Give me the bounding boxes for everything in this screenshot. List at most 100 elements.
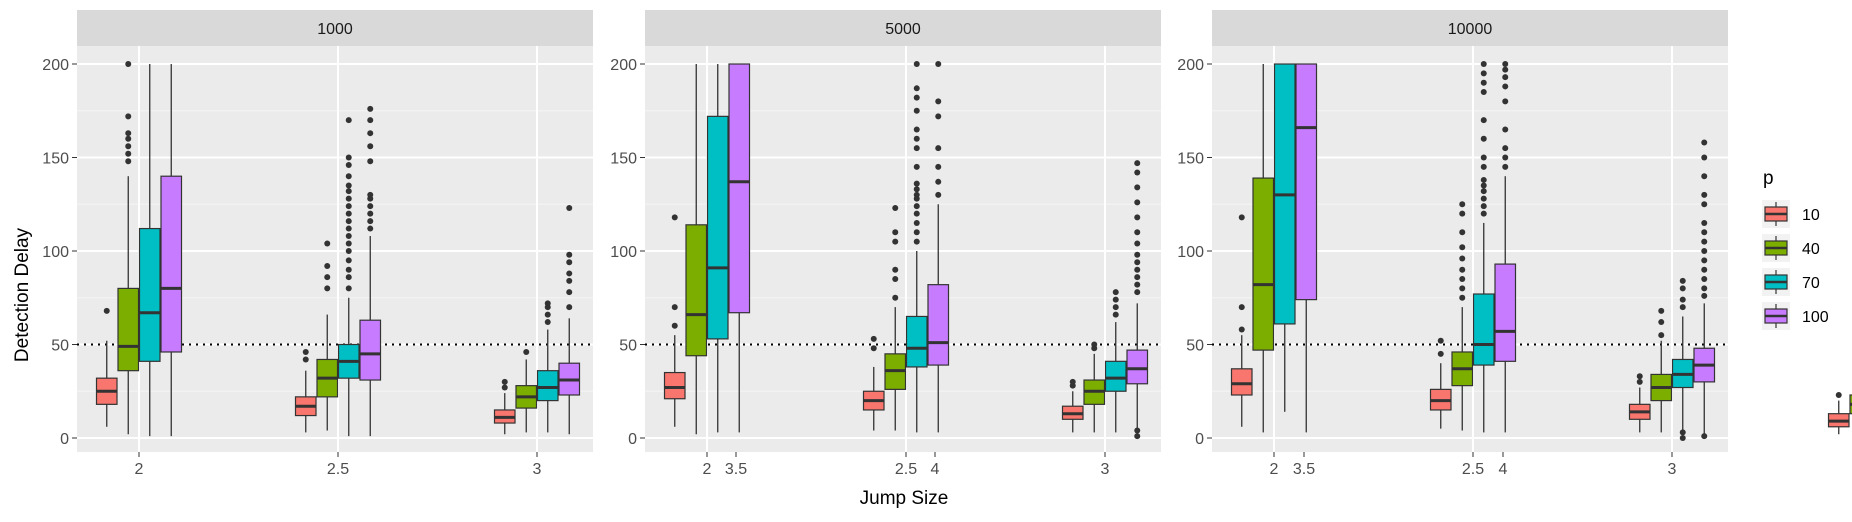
outlier-point [1480, 61, 1487, 67]
facet-strip [645, 10, 1161, 46]
box-body [905, 315, 928, 368]
outlier-point [913, 210, 920, 217]
outlier-point [345, 225, 352, 232]
outlier-point [935, 145, 942, 152]
outlier-point [1701, 201, 1708, 208]
outlier-point [367, 203, 374, 210]
outlier-point [1701, 238, 1708, 245]
outlier-point [913, 94, 920, 101]
outlier-point [1502, 163, 1509, 170]
outlier-point [870, 335, 877, 342]
box [884, 204, 907, 431]
outlier-point [1112, 296, 1119, 303]
outlier-point [345, 248, 352, 254]
x-tick-label: 4 [931, 461, 940, 478]
box [1693, 139, 1716, 440]
y-tick-label: 150 [610, 151, 637, 168]
outlier-point [1480, 176, 1487, 183]
outlier-point [345, 210, 352, 217]
outlier-point [1502, 145, 1509, 152]
outlier-point [892, 266, 899, 273]
facet-title: 1000 [317, 21, 353, 38]
y-tick-label: 0 [60, 431, 69, 448]
outlier-point [1112, 289, 1119, 296]
box [1083, 341, 1106, 433]
outlier-point [1502, 61, 1509, 67]
box [1494, 61, 1517, 433]
facet-strip [77, 10, 593, 46]
outlier-point [1459, 285, 1466, 292]
box [905, 61, 928, 433]
box [862, 335, 885, 431]
y-tick-label: 100 [42, 244, 69, 261]
outlier-point [1679, 435, 1686, 441]
outlier-point [1480, 154, 1487, 161]
facet-strip [1212, 10, 1728, 46]
outlier-point [1480, 188, 1487, 195]
outlier-point [1134, 289, 1141, 296]
outlier-point [125, 113, 132, 120]
outlier-point [1134, 214, 1141, 221]
outlier-point [1658, 332, 1665, 339]
outlier-point [935, 163, 942, 170]
outlier-point [1459, 266, 1466, 273]
outlier-point [501, 384, 508, 391]
box-body [1494, 263, 1517, 362]
box [1126, 160, 1149, 440]
outlier-point [1134, 427, 1141, 434]
x-tick-label: 2.5 [895, 461, 917, 478]
outlier-point [302, 356, 309, 363]
outlier-point [1069, 378, 1076, 385]
y-tick-label: 0 [628, 431, 637, 448]
outlier-point [367, 130, 374, 137]
outlier-point [345, 188, 352, 195]
facet-panel: 5000 0 50 100 150 200 2 2.5 3 3.5 4 [610, 10, 1547, 478]
legend-entry: 40 [1762, 234, 1820, 262]
box [1230, 214, 1253, 427]
outlier-point [1679, 296, 1686, 303]
outlier-point [1134, 169, 1141, 176]
outlier-point [913, 61, 920, 67]
box [493, 378, 516, 435]
outlier-point [1134, 184, 1141, 191]
box-body [1295, 63, 1318, 301]
outlier-point [935, 61, 942, 67]
outlier-point [935, 191, 942, 198]
outlier-point [1701, 173, 1708, 180]
box [663, 214, 686, 427]
box-body [1252, 177, 1275, 351]
legend-entry: 10 [1762, 200, 1820, 228]
outlier-point [367, 218, 374, 225]
outlier-point [544, 311, 551, 318]
facet-title: 5000 [885, 21, 921, 38]
outlier-point [345, 257, 352, 264]
outlier-point [367, 105, 374, 112]
outlier-point [913, 229, 920, 236]
box [685, 64, 708, 435]
outlier-point [1437, 337, 1444, 344]
box-body [1104, 360, 1127, 392]
outlier-point [1502, 83, 1509, 90]
outlier-point [1658, 319, 1665, 326]
box-body [706, 115, 729, 340]
outlier-point [1480, 163, 1487, 170]
outlier-point [566, 204, 573, 211]
legend-label: 40 [1802, 241, 1820, 258]
outlier-point [345, 154, 352, 161]
outlier-point [1701, 433, 1708, 440]
outlier-point [1679, 285, 1686, 292]
box [1104, 289, 1127, 433]
outlier-point [870, 345, 877, 352]
outlier-point [302, 348, 309, 355]
outlier-point [913, 163, 920, 170]
outlier-point [913, 145, 920, 152]
outlier-point [1238, 304, 1245, 311]
outlier-point [1701, 285, 1708, 292]
outlier-point [1134, 274, 1141, 281]
outlier-point [345, 182, 352, 189]
outlier-point [1459, 255, 1466, 262]
outlier-point [345, 274, 352, 281]
outlier-point [1459, 229, 1466, 236]
box [558, 204, 581, 435]
